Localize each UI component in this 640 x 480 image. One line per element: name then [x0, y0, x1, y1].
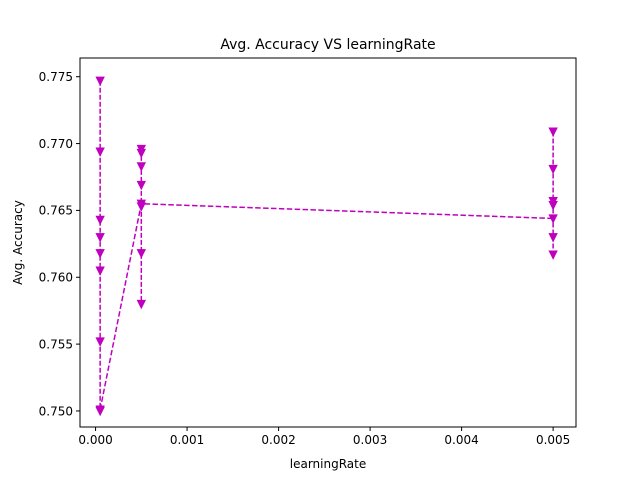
data-point-2-5 — [548, 233, 558, 243]
data-point-0-3 — [95, 233, 105, 243]
y-tick-label: 0.765 — [39, 204, 73, 218]
x-tick-label: 0.004 — [444, 433, 478, 447]
data-point-0-4 — [95, 249, 105, 259]
data-point-0-2 — [95, 215, 105, 226]
y-tick-label: 0.770 — [39, 137, 73, 151]
data-point-1-7 — [136, 299, 146, 310]
y-tick-label: 0.760 — [39, 271, 73, 285]
x-tick-label: 0.000 — [78, 433, 112, 447]
data-point-2-0 — [548, 127, 558, 137]
x-tick-label: 0.003 — [353, 433, 387, 447]
data-point-2-4 — [548, 214, 558, 224]
data-point-2-1 — [548, 164, 558, 175]
plot-frame — [79, 57, 577, 428]
data-point-2-3 — [548, 200, 558, 211]
data-point-1-2 — [136, 162, 146, 172]
y-axis-label: Avg. Accuracy — [11, 200, 25, 285]
data-point-0-5 — [95, 266, 105, 276]
x-tick-label: 0.001 — [170, 433, 204, 447]
x-axis: 0.000 0.001 0.002 0.003 0.004 0.005 — [78, 427, 570, 447]
chart-title: Avg. Accuracy VS learningRate — [220, 37, 435, 53]
data-point-1-5 — [136, 202, 146, 212]
data-point-0-1 — [95, 147, 105, 157]
data-point-0-0 — [95, 76, 105, 87]
y-tick-label: 0.755 — [39, 337, 73, 351]
data-point-0-8 — [95, 406, 105, 417]
x-tick-label: 0.002 — [261, 433, 295, 447]
x-axis-label: learningRate — [290, 457, 366, 471]
y-tick-label: 0.750 — [39, 404, 73, 418]
y-axis: 0.750 0.755 0.760 0.765 0.770 0.775 — [39, 70, 80, 418]
data-point-0-6 — [95, 337, 105, 347]
data-marks — [95, 76, 558, 417]
data-point-2-6 — [548, 250, 558, 260]
x-tick-label: 0.005 — [536, 433, 570, 447]
y-tick-label: 0.775 — [39, 70, 73, 84]
data-point-1-3 — [136, 180, 146, 191]
data-point-1-1 — [136, 148, 146, 159]
data-point-1-6 — [136, 249, 146, 259]
